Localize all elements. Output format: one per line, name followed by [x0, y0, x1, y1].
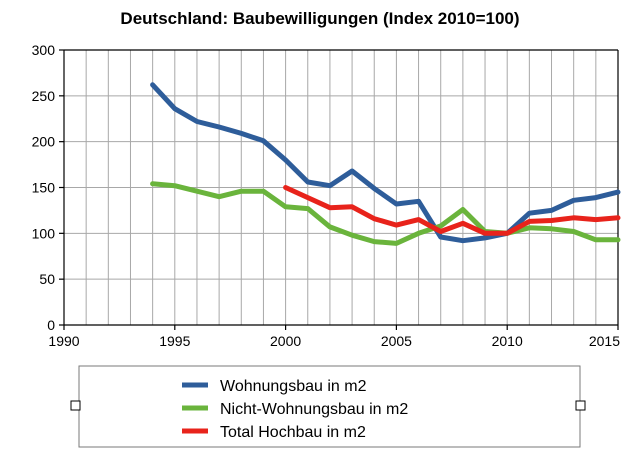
x-tick-label: 1990	[48, 333, 79, 349]
x-tick-label: 2005	[381, 333, 412, 349]
x-tick-label: 2010	[492, 333, 523, 349]
legend-entries: Wohnungsbau in m2 Nicht-Wohnungsbau in m2…	[182, 378, 408, 441]
y-tick-label: 300	[32, 42, 56, 58]
y-tick-label: 100	[32, 225, 56, 241]
legend-box[interactable]	[78, 365, 581, 448]
y-tick-label: 200	[32, 134, 56, 150]
y-tick-label: 250	[32, 88, 56, 104]
tick-labels: 0 50 100 150 200 250 300 1990 1995 2000 2005 2010 20…	[32, 42, 621, 349]
series-lines	[150, 82, 621, 246]
series-line-2	[150, 181, 621, 246]
grid-lines	[63, 49, 619, 326]
legend[interactable]: Wohnungsbau in m2 Nicht-Wohnungsbau in m2…	[70, 365, 586, 448]
legend-resize-handle-right[interactable]	[575, 400, 586, 411]
x-tick-label: 2015	[589, 333, 620, 349]
legend-label-1: Wohnungsbau in m2	[220, 378, 367, 395]
y-tick-label: 150	[32, 180, 56, 196]
y-tick-label: 0	[47, 317, 55, 333]
legend-label-2: Nicht-Wohnungsbau in m2	[220, 401, 408, 418]
axes	[59, 49, 619, 330]
x-tick-label: 1995	[159, 333, 190, 349]
legend-label-3: Total Hochbau in m2	[220, 424, 366, 441]
series-line-1	[150, 82, 621, 244]
x-tick-label: 2000	[270, 333, 301, 349]
legend-resize-handle-left[interactable]	[70, 400, 81, 411]
series-line-3	[283, 185, 621, 236]
y-tick-label: 50	[39, 271, 55, 287]
chart-title: Deutschland: Baubewilligungen (Index 201…	[120, 9, 519, 28]
